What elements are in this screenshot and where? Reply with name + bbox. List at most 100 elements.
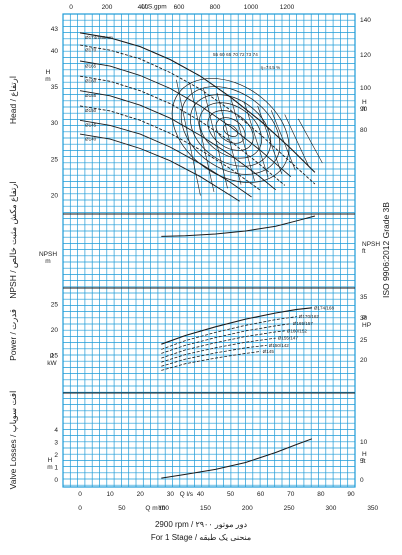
power-curve-label: Ø160/152 (287, 328, 308, 333)
iso-line (298, 118, 323, 164)
efficiency-value: 70 (233, 52, 239, 57)
usgpm-tick: 0 (69, 4, 73, 11)
flow-m3h-tick: 200 (242, 505, 253, 512)
power-curve (161, 316, 297, 350)
flow-m3h-tick: 350 (367, 505, 378, 512)
power-curve-label: Ø170/162 (299, 314, 320, 319)
efficiency-iso-line (215, 117, 246, 144)
power-hp-tick: 30 (360, 315, 368, 322)
flow-ls-tick: 20 (137, 491, 145, 498)
flow-ls-tick: 10 (106, 491, 114, 498)
hv-ft-unit: H (362, 451, 367, 458)
flow-m3h-tick: 0 (78, 505, 82, 512)
iso-line (284, 114, 310, 167)
iso-line (203, 88, 228, 189)
head-m-tick: 43 (51, 26, 59, 33)
head-curve (79, 105, 261, 191)
hv-m-unit: H (48, 457, 53, 464)
npsh-section-label: NPSH / ارتفاع مکش مثبت خالص (8, 181, 19, 299)
usgpm-axis-label: U.S.gpm (141, 4, 166, 11)
usgpm-tick: 200 (102, 4, 113, 11)
efficiency-value: 65 (226, 52, 232, 57)
head-curve (79, 75, 286, 186)
power-curve (161, 351, 261, 371)
head-ft-unit: H (362, 99, 367, 106)
flow-m3h-tick: 300 (325, 505, 336, 512)
head-ft-tick: 140 (360, 17, 371, 24)
power-hp-tick: 25 (360, 337, 368, 344)
npsh-ft-unit: ft (362, 248, 366, 255)
flow-ls-tick: 80 (317, 491, 325, 498)
valve-section-label: Valve Losses / افت سوپاپ (8, 391, 19, 490)
usgpm-tick: 600 (174, 4, 185, 11)
footer-rpm: 2900 rpm / دور موتور ۲۹۰۰ (155, 520, 247, 529)
efficiency-value: 60 (220, 52, 226, 57)
power-curve (161, 337, 276, 363)
power-kw-unit: P (50, 353, 54, 360)
plot-frame (62, 13, 356, 488)
efficiency-iso-line (171, 78, 290, 183)
head-m-unit: H (46, 69, 51, 76)
usgpm-tick: 800 (210, 4, 221, 11)
power-curve-label: Ø165/157 (293, 321, 314, 326)
head-curve-label: Ø150 (85, 108, 97, 113)
efficiency-value: 55 (213, 52, 219, 57)
head-ft-tick: 100 (360, 85, 371, 92)
iso-line (176, 79, 201, 196)
head-curve-label: Ø174/168mm (85, 35, 113, 40)
head-m-tick: 40 (51, 48, 59, 55)
power-hp-tick: 35 (360, 294, 368, 301)
npsh-m-unit: NPSH (39, 251, 57, 258)
power-curve-label: Ø174/168 (314, 305, 335, 310)
usgpm-tick: 1200 (280, 4, 295, 11)
flow-m3h-axis-label: Q m³/h (145, 505, 165, 512)
flow-ls-tick: 50 (227, 491, 235, 498)
efficiency-iso-line (199, 102, 262, 159)
head-curve (79, 32, 316, 173)
valve-loss-curve (161, 438, 313, 479)
head-m-tick: 20 (51, 193, 59, 200)
hv-ft-tick: 10 (360, 439, 368, 446)
power-curve (161, 330, 285, 359)
head-curve-label: Ø145 (85, 123, 97, 128)
power-curve (161, 344, 267, 367)
head-m-unit: m (45, 76, 50, 83)
power-hp-unit: HP (362, 322, 371, 329)
hv-m-unit: m (47, 464, 52, 471)
power-kw-tick: 20 (51, 327, 59, 334)
footer-stage: For 1 Stage / منحنی یک طبقه (151, 533, 251, 542)
flow-ls-tick: 30 (167, 491, 175, 498)
flow-ls-axis-label: Q l/s (180, 491, 194, 498)
head-ft-tick: 80 (360, 127, 368, 134)
iso-line (243, 101, 269, 178)
power-hp-unit: P (362, 315, 366, 322)
head-curve-label: Ø160 (85, 79, 97, 84)
npsh-curve (161, 215, 316, 237)
usgpm-tick: 1000 (244, 4, 259, 11)
flow-ls-tick: 40 (197, 491, 205, 498)
head-m-tick: 25 (51, 156, 59, 163)
head-curve (79, 44, 316, 185)
flow-m3h-tick: 50 (118, 505, 126, 512)
hv-ft-tick: 0 (360, 477, 364, 484)
npsh-m-unit: m (45, 258, 50, 265)
flow-ls-tick: 0 (78, 491, 82, 498)
hv-m-tick: 2 (54, 452, 58, 459)
flow-m3h-tick: 150 (200, 505, 211, 512)
flow-ls-tick: 70 (287, 491, 295, 498)
head-ft-tick: 90 (360, 106, 368, 113)
power-curve-label: Ø155/147 (278, 336, 299, 341)
head-curve-label: Ø155 (85, 93, 97, 98)
flow-ls-tick: 60 (257, 491, 265, 498)
efficiency-value: 72 (239, 52, 245, 57)
power-curve (161, 323, 291, 354)
flow-m3h-tick: 250 (284, 505, 295, 512)
efficiency-label: η=74.5 % (261, 65, 281, 70)
usgpm-tick: 400 (138, 4, 149, 11)
hv-ft-tick: 5 (360, 458, 364, 465)
iso-line (270, 110, 296, 171)
hv-m-tick: 3 (54, 440, 58, 447)
hv-m-tick: 0 (54, 477, 58, 484)
iso-line (230, 97, 255, 182)
